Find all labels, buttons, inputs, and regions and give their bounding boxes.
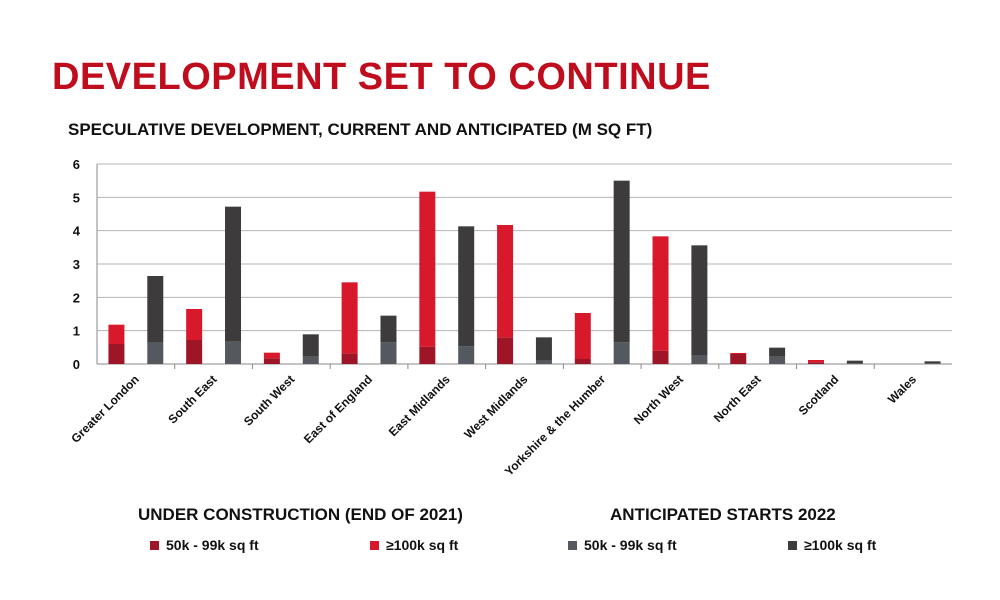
chart-title: SPECULATIVE DEVELOPMENT, CURRENT AND ANT… <box>68 120 653 139</box>
bar-segment <box>846 360 863 364</box>
legend-item-as-100k: ≥100k sq ft <box>788 537 876 553</box>
bar-segment <box>574 313 591 359</box>
bar-segment <box>419 191 436 347</box>
legend-group-under-construction: UNDER CONSTRUCTION (END OF 2021) <box>138 505 463 524</box>
headline: DEVELOPMENT SET TO CONTINUE <box>52 56 711 98</box>
bar-segment <box>458 346 475 364</box>
legend-label: 50k - 99k sq ft <box>584 537 677 553</box>
legend-swatch <box>788 540 797 550</box>
bar-segment <box>691 245 708 356</box>
bar-segment <box>924 363 941 364</box>
legend-swatch <box>370 540 379 550</box>
bar-segment <box>769 356 786 364</box>
bar-segment <box>380 342 397 364</box>
legend-item-as-50k: 50k - 99k sq ft <box>568 537 677 553</box>
bar-segment <box>652 350 669 364</box>
bar-segment <box>341 282 358 354</box>
bar-segment <box>341 353 358 364</box>
bar-segment <box>302 334 319 357</box>
x-tick-label: East Midlands <box>386 372 453 439</box>
x-tick-label: Wales <box>885 372 919 406</box>
legend-item-uc-100k: ≥100k sq ft <box>370 537 458 553</box>
y-tick-label: 2 <box>73 290 80 305</box>
y-tick-label: 1 <box>73 324 80 339</box>
bar-segment <box>186 309 203 340</box>
bar-segment <box>613 342 630 364</box>
bars <box>108 180 941 364</box>
bar-segment <box>225 206 242 342</box>
y-tick-label: 6 <box>73 157 80 172</box>
x-tick-label: South West <box>241 372 297 428</box>
y-tick-label: 0 <box>73 357 80 372</box>
legend-label: 50k - 99k sq ft <box>166 537 259 553</box>
bar-segment <box>147 276 164 342</box>
bar-segment <box>730 353 747 354</box>
bar-segment <box>497 337 514 364</box>
bar-segment <box>108 324 125 344</box>
y-tick-label: 3 <box>73 257 80 272</box>
bar-segment <box>730 354 747 364</box>
legend-swatch <box>150 540 159 550</box>
bar-segment <box>535 337 552 361</box>
bar-segment <box>652 236 669 351</box>
bar-segment <box>924 361 941 364</box>
bar-segment <box>186 340 203 364</box>
x-tick-label: North East <box>711 372 764 425</box>
bar-segment <box>574 359 591 364</box>
y-tick-label: 4 <box>73 224 81 239</box>
bar-segment <box>497 225 514 338</box>
bar-segment <box>769 347 786 357</box>
bar-segment <box>225 341 242 364</box>
bar-segment <box>263 358 280 364</box>
legend-swatch <box>568 540 577 550</box>
bar-segment <box>613 180 630 343</box>
bar-segment <box>458 226 475 347</box>
x-tick-label: North West <box>631 372 686 427</box>
bar-segment <box>147 342 164 364</box>
legend-label: ≥100k sq ft <box>804 537 877 553</box>
bar-segment <box>691 355 708 364</box>
x-tick-label: West Midlands <box>461 372 530 441</box>
bar-segment <box>380 315 397 343</box>
x-tick-label: Greater London <box>68 372 142 446</box>
bar-segment <box>535 360 552 364</box>
bar-segment <box>846 363 863 364</box>
x-tick-label: East of England <box>301 372 375 446</box>
bar-segment <box>302 356 319 364</box>
x-tick-label: Scotland <box>796 372 842 418</box>
bar-segment <box>807 362 824 364</box>
x-tick-label: South East <box>165 372 219 426</box>
legend-item-uc-50k: 50k - 99k sq ft <box>150 537 259 553</box>
bar-segment <box>807 360 824 363</box>
bar-segment <box>419 346 436 364</box>
y-tick-label: 5 <box>73 190 80 205</box>
bar-segment <box>263 352 280 359</box>
bar-segment <box>108 344 125 364</box>
legend-label: ≥100k sq ft <box>386 537 459 553</box>
legend-group-anticipated: ANTICIPATED STARTS 2022 <box>610 505 836 524</box>
